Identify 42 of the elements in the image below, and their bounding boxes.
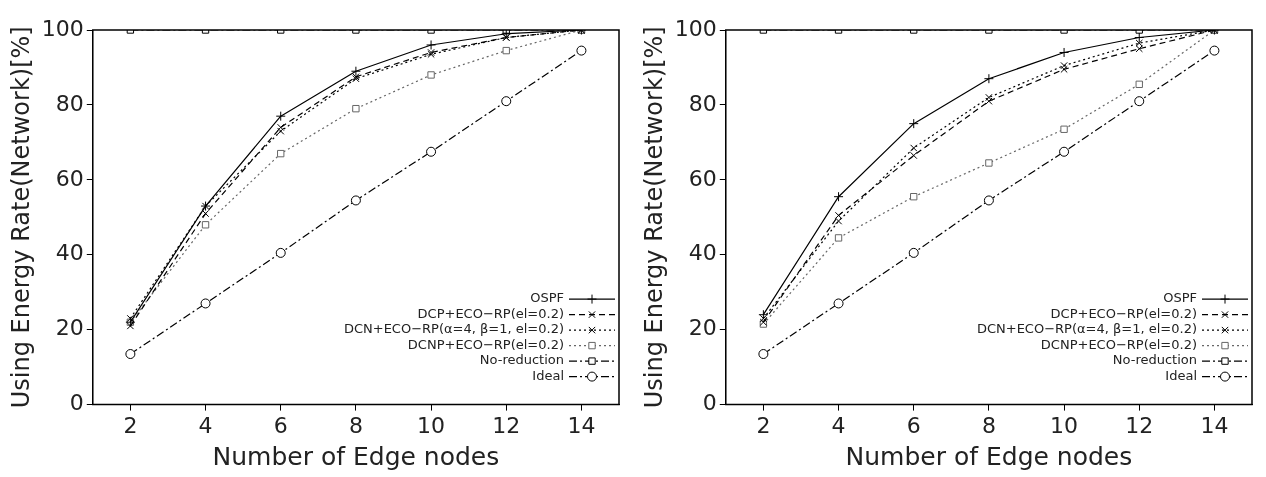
- x-tick-label: 14: [1200, 412, 1229, 438]
- y-tick-label: 40: [688, 240, 717, 266]
- x-tick-label: 4: [831, 412, 846, 438]
- y-tick-label: 80: [55, 90, 84, 116]
- x-tick-label: 12: [492, 412, 521, 438]
- legend-label: DCNP+ECO−RP(el=0.2): [1040, 336, 1197, 352]
- y-axis-title: Using Energy Rate(Network)[%]: [6, 26, 35, 409]
- y-tick-label: 80: [688, 90, 717, 116]
- legend-label: No-reduction: [1112, 352, 1197, 368]
- y-tick-label: 60: [688, 165, 717, 191]
- y-tick-label: 20: [55, 315, 84, 341]
- x-tick-label: 8: [981, 412, 996, 438]
- legend-label: DCN+ECO−RP(α=4, β=1, el=0.2): [343, 321, 564, 337]
- x-tick-label: 6: [906, 412, 921, 438]
- legend-label: DCP+ECO−RP(el=0.2): [1050, 305, 1197, 321]
- legend-label: DCP+ECO−RP(el=0.2): [417, 305, 564, 321]
- x-tick-label: 8: [348, 412, 363, 438]
- y-tick-label: 100: [41, 15, 84, 41]
- x-tick-label: 6: [273, 412, 288, 438]
- x-axis-title: Number of Edge nodes: [212, 441, 500, 471]
- legend-label: No-reduction: [479, 352, 564, 368]
- y-tick-label: 0: [702, 390, 717, 416]
- y-tick-label: 60: [55, 165, 84, 191]
- x-tick-label: 10: [1050, 412, 1079, 438]
- y-tick-label: 0: [69, 390, 84, 416]
- legend-label: Ideal: [532, 367, 564, 383]
- y-tick-label: 40: [55, 240, 84, 266]
- x-tick-label: 14: [567, 412, 596, 438]
- y-tick-label: 20: [688, 315, 717, 341]
- legend-label: OSPF: [1163, 290, 1197, 306]
- x-tick-label: 10: [417, 412, 446, 438]
- legend-label: DCNP+ECO−RP(el=0.2): [407, 336, 564, 352]
- x-tick-label: 4: [198, 412, 213, 438]
- x-tick-label: 12: [1125, 412, 1154, 438]
- y-axis-title: Using Energy Rate(Network)[%]: [639, 26, 668, 409]
- x-axis-title: Number of Edge nodes: [845, 441, 1133, 471]
- legend-label: DCN+ECO−RP(α=4, β=1, el=0.2): [976, 321, 1197, 337]
- legend-label: Ideal: [1165, 367, 1197, 383]
- x-tick-label: 2: [756, 412, 771, 438]
- x-tick-label: 2: [123, 412, 138, 438]
- y-tick-label: 100: [674, 15, 717, 41]
- legend-label: OSPF: [530, 290, 564, 306]
